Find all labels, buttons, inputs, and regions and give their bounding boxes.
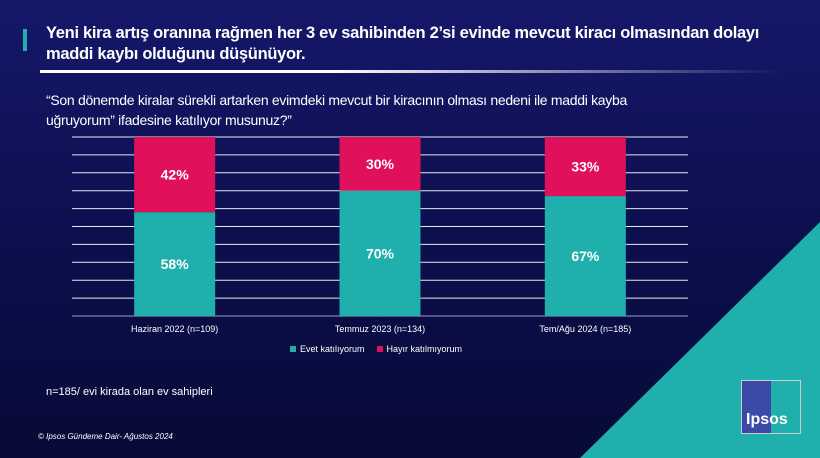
- bar-segment: [134, 212, 216, 316]
- data-label: 42%: [161, 167, 190, 183]
- data-label: 30%: [366, 156, 395, 172]
- bar-segment: [544, 196, 626, 316]
- title-divider: [40, 70, 780, 73]
- data-label: 58%: [161, 256, 190, 272]
- legend-label: Evet katılıyorum: [300, 344, 365, 354]
- chart-legend: Evet katılıyorum Hayır katılmıyorum: [290, 344, 462, 354]
- data-label: 70%: [366, 245, 395, 261]
- legend-item-evet: Evet katılıyorum: [290, 344, 365, 354]
- title-accent-bar: [23, 29, 27, 51]
- copyright: © Ipsos Gündeme Dair- Ağustos 2024: [38, 432, 173, 441]
- category-label: Haziran 2022 (n=109): [131, 324, 218, 334]
- legend-swatch: [376, 346, 383, 352]
- category-label: Tem/Ağu 2024 (n=185): [539, 324, 631, 334]
- category-label: Temmuz 2023 (n=134): [335, 324, 425, 334]
- data-label: 33%: [571, 159, 600, 175]
- sample-note: n=185/ evi kirada olan ev sahipleri: [46, 386, 213, 398]
- bar-segment: [339, 190, 421, 316]
- bar-segment: [134, 137, 216, 213]
- data-label: 67%: [571, 248, 600, 264]
- legend-item-hayir: Hayır katılmıyorum: [376, 344, 463, 354]
- logo-text: Ipsos: [746, 411, 788, 428]
- ipsos-logo: Ipsos: [741, 380, 801, 434]
- bar-segment: [339, 137, 421, 191]
- survey-question: “Son dönemde kiralar sürekli artarken ev…: [46, 92, 627, 128]
- legend-swatch: [290, 346, 296, 352]
- bar-segment: [544, 137, 626, 197]
- legend-label: Hayır katılmıyorum: [386, 344, 463, 354]
- stacked-bar-chart: 58% 42% Haziran 2022 (n=109) 70% 30% Temmuz 2…: [72, 137, 688, 334]
- slide-title: Yeni kira artış oranına rağmen her 3 ev …: [46, 24, 760, 63]
